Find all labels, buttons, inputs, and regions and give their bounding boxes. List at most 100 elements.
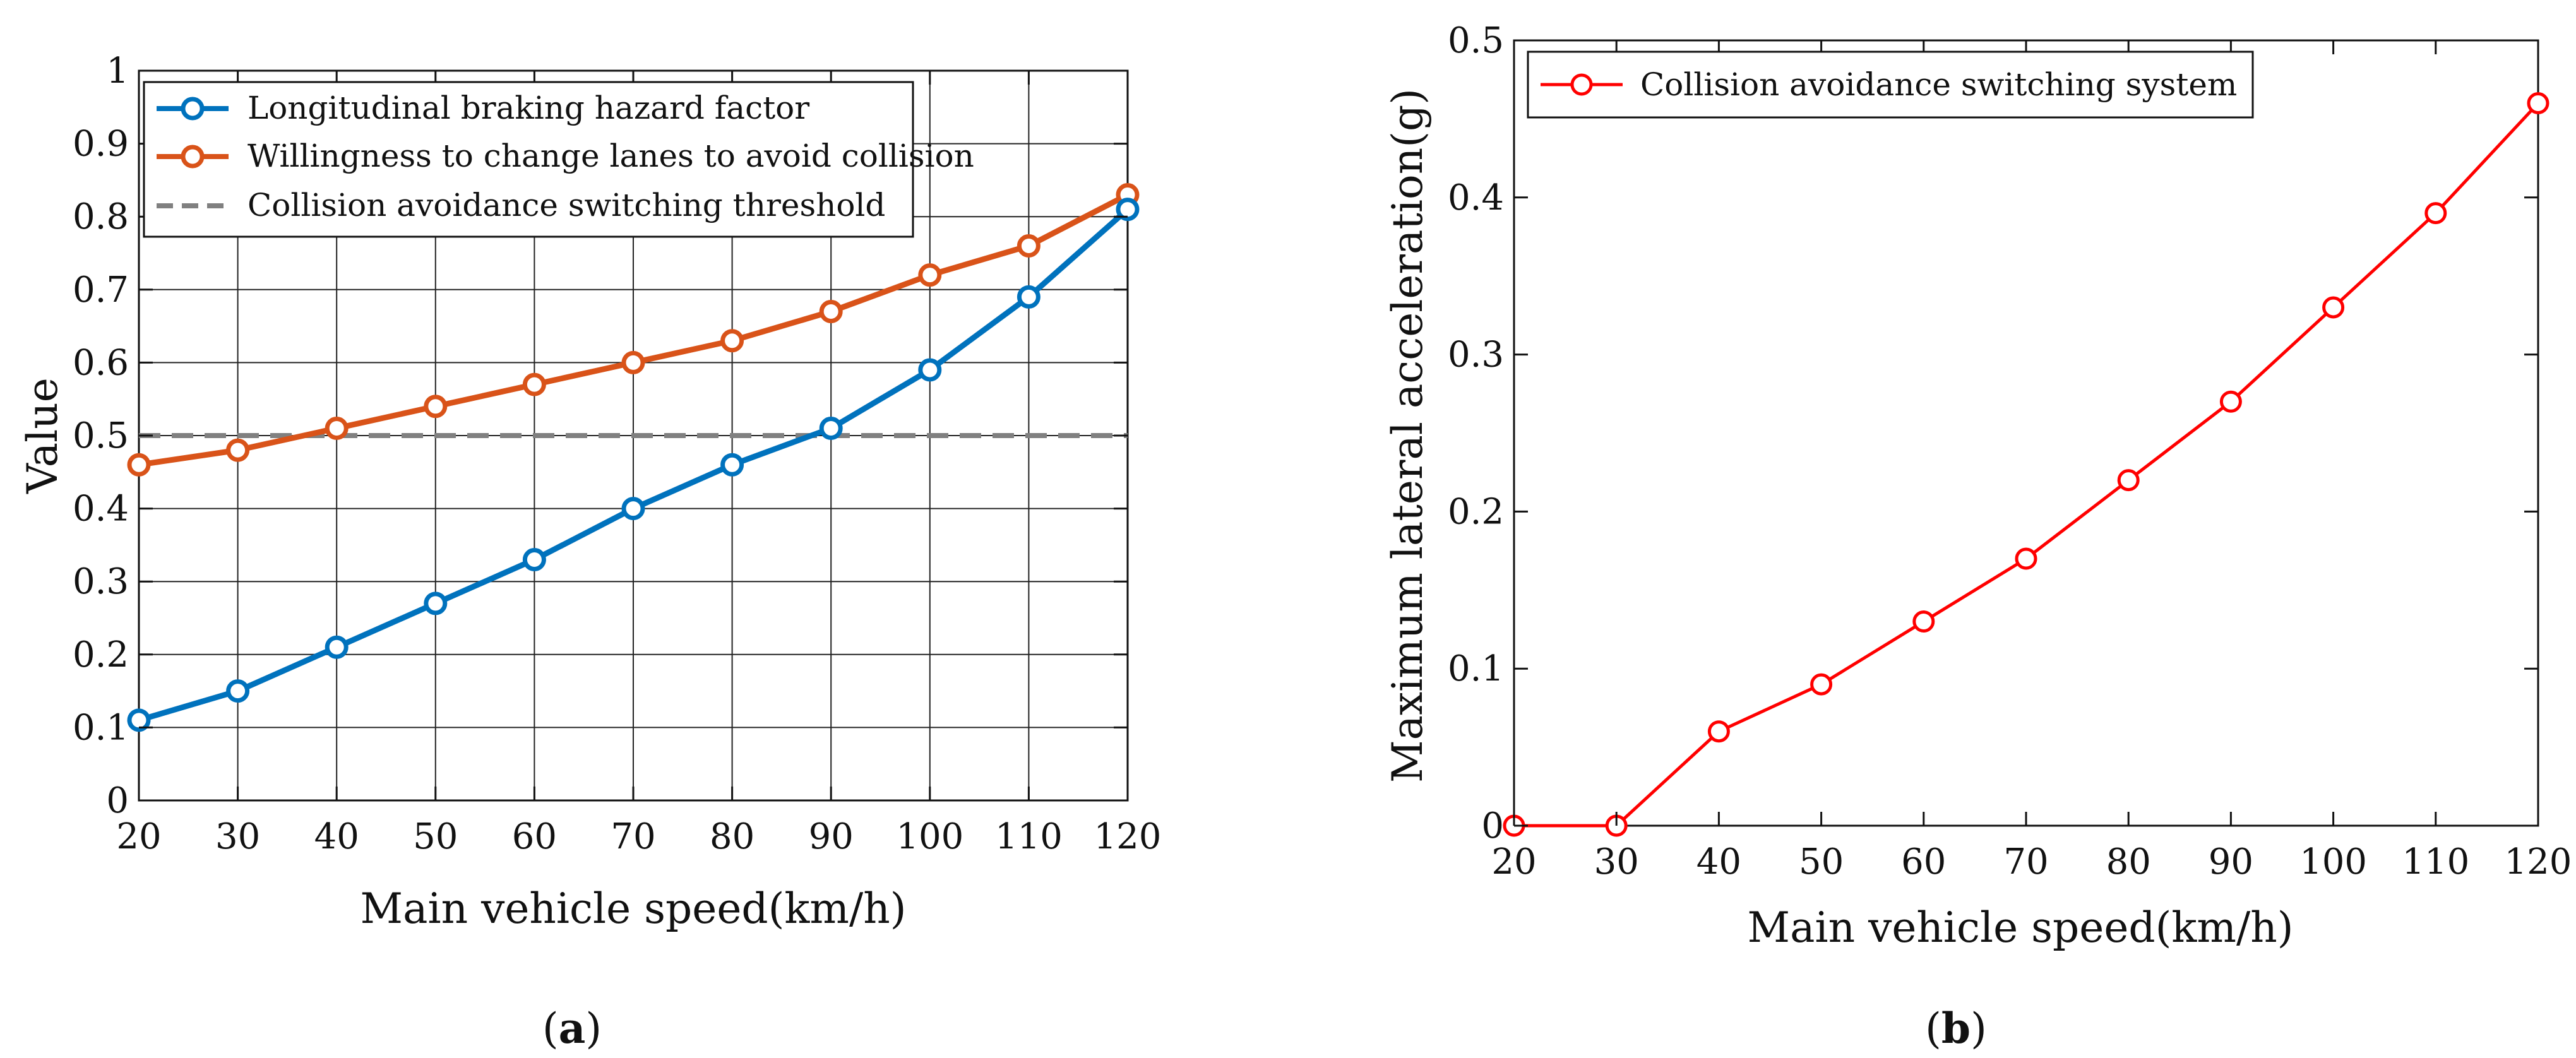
data-point-longitudinal-braking-hazard-factor <box>720 453 744 477</box>
legend-entry-switching-threshold: Collision avoidance switching threshold <box>157 187 885 223</box>
x-tick-label: 30 <box>1594 841 1639 883</box>
y-tick-label: 0.7 <box>73 270 129 311</box>
data-point-longitudinal-braking-hazard-factor <box>424 591 448 615</box>
data-point-willingness-to-change-lanes-to-avoid-collision <box>424 395 448 419</box>
panel-b-y-axis-label: Maximum lateral acceleration(g) <box>1383 88 1432 783</box>
x-tick-label: 100 <box>896 816 963 857</box>
legend-entry-lane-change-willingness: Willingness to change lanes to avoid col… <box>157 138 974 174</box>
x-tick-label: 70 <box>2003 841 2048 883</box>
x-tick-label: 20 <box>1491 841 1536 883</box>
data-point-collision-avoidance-switching-system <box>2219 390 2242 413</box>
x-tick-label: 120 <box>1094 816 1162 857</box>
data-point-willingness-to-change-lanes-to-avoid-collision <box>621 350 645 374</box>
panel-b-series <box>1503 92 2549 837</box>
x-tick-label: 100 <box>2299 841 2367 883</box>
series-line-collision-avoidance-switching-system <box>1514 102 2539 828</box>
data-point-longitudinal-braking-hazard-factor <box>325 635 349 659</box>
y-tick-label: 0 <box>106 780 129 821</box>
panel-b-y-ticks: 0 0.1 0.2 0.3 0.4 0.5 <box>1448 20 2538 847</box>
data-point-collision-avoidance-switching-system <box>2015 547 2037 570</box>
y-tick-label: 0.6 <box>73 342 129 383</box>
data-point-longitudinal-braking-hazard-factor <box>918 358 942 382</box>
panel-a-x-ticks: 20 30 40 50 60 70 80 90 100 110 120 <box>116 71 1161 857</box>
legend-label: Longitudinal braking hazard factor <box>247 90 809 126</box>
x-tick-label: 110 <box>2402 841 2469 883</box>
data-point-willingness-to-change-lanes-to-avoid-collision <box>1017 234 1041 258</box>
y-tick-label: 0.9 <box>73 124 129 165</box>
panel-b-axes-frame <box>1513 39 2539 827</box>
panel-a-legend-box <box>143 81 914 238</box>
panel-b-legend-box <box>1527 51 2254 119</box>
data-point-collision-avoidance-switching-system <box>2424 202 2447 225</box>
y-tick-label: 0 <box>1481 805 1504 847</box>
panel-a-y-axis-label: Value <box>18 377 67 494</box>
y-tick-label: 0.8 <box>73 196 129 237</box>
x-tick-label: 70 <box>611 816 655 857</box>
legend-marker-icon <box>1570 73 1593 96</box>
data-point-willingness-to-change-lanes-to-avoid-collision <box>226 438 250 462</box>
y-tick-label: 0.2 <box>1448 491 1504 532</box>
x-tick-label: 40 <box>1696 841 1741 883</box>
legend-label: Collision avoidance switching threshold <box>247 187 885 223</box>
y-tick-label: 0.5 <box>1448 20 1504 61</box>
data-point-longitudinal-braking-hazard-factor <box>1116 198 1140 222</box>
data-point-longitudinal-braking-hazard-factor <box>127 708 151 732</box>
legend-label: Willingness to change lanes to avoid col… <box>247 138 974 174</box>
panel-a-label: (a) <box>542 1004 602 1053</box>
y-tick-label: 0.3 <box>1448 335 1504 376</box>
y-tick-label: 0.1 <box>1448 648 1504 689</box>
y-tick-label: 0.2 <box>73 634 129 675</box>
x-tick-label: 40 <box>314 816 359 857</box>
legend-label: Collision avoidance switching system <box>1640 66 2237 103</box>
data-point-willingness-to-change-lanes-to-avoid-collision <box>127 453 151 477</box>
panel-a-y-ticks: 0 0.1 0.2 0.3 0.4 0.5 0.6 0.7 0.8 0.9 1 <box>73 51 1128 821</box>
panel-a-x-axis-label: Main vehicle speed(km/h) <box>361 884 907 933</box>
data-point-collision-avoidance-switching-system <box>1707 720 1730 743</box>
data-point-collision-avoidance-switching-system <box>1810 673 1833 696</box>
x-tick-label: 110 <box>995 816 1063 857</box>
data-point-willingness-to-change-lanes-to-avoid-collision <box>325 416 349 440</box>
legend-entry-collision-avoidance-system: Collision avoidance switching system <box>1541 66 2237 103</box>
x-tick-label: 90 <box>809 816 854 857</box>
data-point-longitudinal-braking-hazard-factor <box>522 548 546 572</box>
data-point-willingness-to-change-lanes-to-avoid-collision <box>918 263 942 287</box>
y-tick-label: 0.1 <box>73 707 129 748</box>
panel-a-chart: 0 0.1 0.2 0.3 0.4 0.5 0.6 0.7 0.8 0.9 1 20 30 40 50 60… <box>18 51 1161 1053</box>
data-point-longitudinal-braking-hazard-factor <box>1017 285 1041 309</box>
y-tick-label: 0.4 <box>73 489 129 530</box>
x-tick-label: 90 <box>2209 841 2253 883</box>
x-tick-label: 80 <box>710 816 754 857</box>
panel-a-series <box>127 183 1140 732</box>
data-point-willingness-to-change-lanes-to-avoid-collision <box>819 299 843 323</box>
panel-b-x-axis-label: Main vehicle speed(km/h) <box>1748 903 2294 952</box>
legend-marker-icon <box>181 145 205 169</box>
data-point-longitudinal-braking-hazard-factor <box>819 416 843 440</box>
x-tick-label: 120 <box>2505 841 2572 883</box>
x-tick-label: 50 <box>1799 841 1844 883</box>
data-point-longitudinal-braking-hazard-factor <box>621 497 645 521</box>
x-tick-label: 60 <box>512 816 557 857</box>
y-tick-label: 0.3 <box>73 561 129 602</box>
x-tick-label: 30 <box>215 816 260 857</box>
data-point-willingness-to-change-lanes-to-avoid-collision <box>522 372 546 396</box>
x-tick-label: 20 <box>116 816 161 857</box>
panel-a-legend: Longitudinal braking hazard factor Willi… <box>143 81 974 238</box>
panel-b-label: (b) <box>1925 1004 1987 1053</box>
x-tick-label: 50 <box>413 816 458 857</box>
legend-marker-icon <box>181 97 205 121</box>
y-tick-label: 0.5 <box>73 415 129 456</box>
data-point-longitudinal-braking-hazard-factor <box>226 679 250 703</box>
x-tick-label: 60 <box>1901 841 1946 883</box>
legend-entry-longitudinal-braking: Longitudinal braking hazard factor <box>157 90 809 126</box>
data-point-collision-avoidance-switching-system <box>1912 610 1935 633</box>
y-tick-label: 0.4 <box>1448 177 1504 218</box>
data-point-collision-avoidance-switching-system <box>2322 296 2345 319</box>
y-tick-label: 1 <box>106 51 129 92</box>
data-point-collision-avoidance-switching-system <box>2527 92 2549 115</box>
data-point-willingness-to-change-lanes-to-avoid-collision <box>720 329 744 353</box>
panel-b-x-ticks: 20 30 40 50 60 70 80 90 100 110 120 <box>1491 40 2572 883</box>
panel-b-legend: Collision avoidance switching system <box>1527 51 2254 119</box>
x-tick-label: 80 <box>2106 841 2151 883</box>
data-point-collision-avoidance-switching-system <box>2117 469 2140 492</box>
